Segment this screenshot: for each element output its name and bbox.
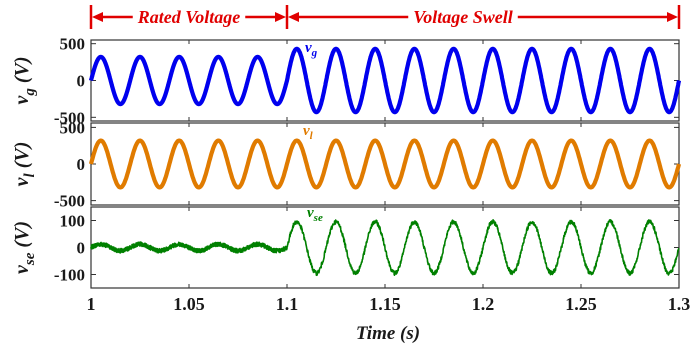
waveform-vg xyxy=(88,46,682,115)
y-tick-label-vg: 0 xyxy=(77,72,86,91)
x-tick-label: 1.05 xyxy=(173,294,205,314)
waveform-vl xyxy=(88,138,682,190)
y-tick-label-vg: -500 xyxy=(54,108,85,127)
y-tick-label-vl: -500 xyxy=(54,192,85,211)
x-axis: 1 1.05 1.1 1.15 1.2 1.25 1.3 xyxy=(87,294,691,314)
x-axis-label: Time (s) xyxy=(356,323,420,344)
y-tick-label-vse: 100 xyxy=(60,212,86,231)
rated-arrow-head-right xyxy=(275,12,286,22)
swell-annotation: Rated Voltage Voltage Swell xyxy=(89,5,681,29)
y-axis-label-vg: vg (V) xyxy=(11,56,38,104)
x-tick-label: 1 xyxy=(87,294,96,314)
rated-arrow-head-left xyxy=(92,12,103,22)
x-tick-label: 1.2 xyxy=(472,294,495,314)
x-tick-label: 1.25 xyxy=(565,294,597,314)
waveform-vse xyxy=(90,219,680,277)
y-tick-label-vse: -100 xyxy=(54,266,85,285)
series-label-vg: vg xyxy=(305,40,318,59)
swell-arrow-head-right xyxy=(667,12,678,22)
swell-arrow-head-left xyxy=(288,12,299,22)
y-tick-label-vl: 0 xyxy=(77,155,86,174)
y-axis-label-vl: vl (V) xyxy=(11,142,38,187)
plot-panels: 500 0 -500 vg (V) vg 500 0 -500 vl (V) vl 100 0 -100… xyxy=(11,35,682,289)
panel-vl: 500 0 -500 vl (V) vl xyxy=(11,118,682,211)
x-tick-label: 1.15 xyxy=(369,294,401,314)
x-tick-label: 1.1 xyxy=(276,294,299,314)
panel-vse: 100 0 -100 vse (V) vse xyxy=(11,205,680,289)
voltage-swell-label-bg xyxy=(408,6,518,28)
rated-voltage-label-bg xyxy=(132,6,246,28)
y-tick-label-vse: 0 xyxy=(77,239,86,258)
y-tick-label-vg: 500 xyxy=(60,35,86,54)
voltage-swell-label: Voltage Swell xyxy=(413,7,513,27)
y-axis-label-vse: vse (V) xyxy=(11,221,38,274)
x-tick-label: 1.3 xyxy=(668,294,691,314)
panel-vg: 500 0 -500 vg (V) vg xyxy=(11,35,682,127)
series-label-vse: vse xyxy=(307,205,323,224)
rated-voltage-label: Rated Voltage xyxy=(137,7,241,27)
y-tick-label-vl: 500 xyxy=(60,118,86,137)
series-label-vl: vl xyxy=(303,123,314,142)
